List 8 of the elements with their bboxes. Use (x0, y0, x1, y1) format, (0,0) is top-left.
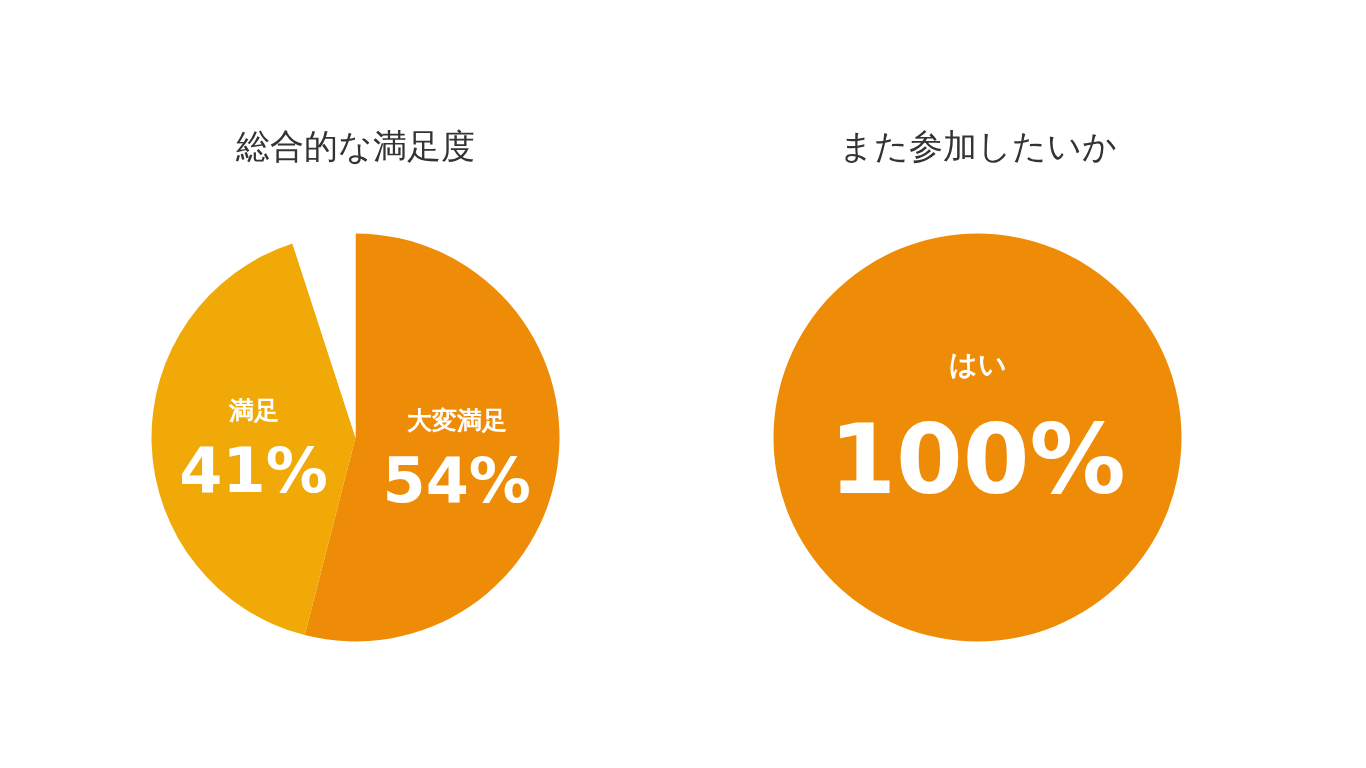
slice-label: 大変満足 (406, 405, 507, 435)
data-label: 54% (382, 443, 531, 517)
chart-title: また参加したいか (838, 125, 1117, 166)
data-label: 100% (829, 403, 1126, 516)
slice-label: 満足 (227, 396, 279, 426)
chart-title: 総合的な満足度 (235, 125, 475, 166)
slice-label: はい (948, 348, 1007, 381)
data-label: 41% (179, 434, 328, 508)
